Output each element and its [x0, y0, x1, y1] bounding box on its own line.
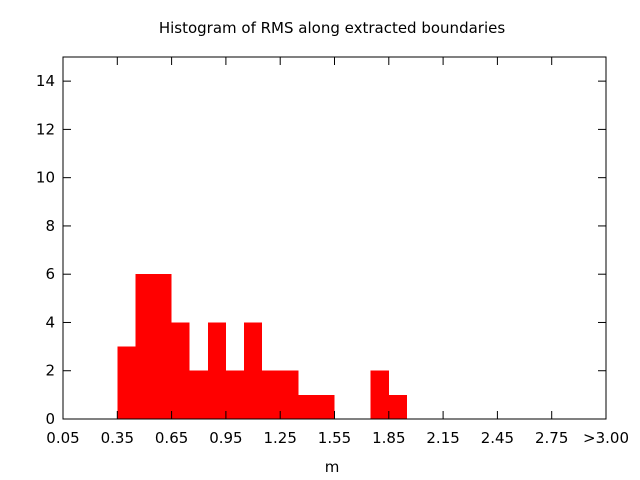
x-tick-label: 0.95 [209, 429, 242, 447]
y-axis: 0 2 4 6 8 10 12 14 [36, 72, 606, 428]
x-axis-label: m [325, 458, 340, 476]
x-tick-label: 1.85 [372, 429, 405, 447]
y-tick-label: 6 [45, 265, 55, 283]
x-tick-label: 0.05 [46, 429, 79, 447]
x-tick-label: 2.45 [481, 429, 514, 447]
y-tick-label: 8 [45, 217, 55, 235]
chart-title: Histogram of RMS along extracted boundar… [159, 19, 506, 37]
y-tick-label: 0 [45, 410, 55, 428]
y-tick-label: 12 [36, 120, 55, 138]
histogram-bar [207, 322, 226, 419]
x-tick-label: 1.55 [318, 429, 351, 447]
x-tick-label: 2.15 [426, 429, 459, 447]
x-tick-label: 2.75 [535, 429, 568, 447]
histogram-bar [280, 370, 299, 419]
histogram-bar [370, 370, 389, 419]
histogram-bar [298, 394, 317, 419]
histogram-bar [189, 370, 208, 419]
y-tick-label: 4 [45, 313, 55, 331]
histogram-bar [153, 274, 172, 419]
histogram-bar [262, 370, 281, 419]
x-tick-label: 1.25 [263, 429, 296, 447]
y-tick-label: 2 [45, 362, 55, 380]
x-tick-label: 0.35 [101, 429, 134, 447]
histogram-bar [171, 322, 190, 419]
bars-group [117, 274, 407, 419]
x-tick-label: >3.00 [583, 429, 629, 447]
histogram-bar [244, 322, 263, 419]
x-tick-label: 0.65 [155, 429, 188, 447]
y-tick-label: 10 [36, 169, 55, 187]
histogram-bar [316, 394, 335, 419]
histogram-bar [135, 274, 154, 419]
x-axis: 0.05 0.35 0.65 0.95 1.25 1.55 1.85 2.15 2.45 2.75… [46, 57, 629, 447]
histogram-bar [225, 370, 244, 419]
histogram-bar [388, 394, 407, 419]
histogram-bar [117, 346, 136, 419]
y-tick-label: 14 [36, 72, 55, 90]
